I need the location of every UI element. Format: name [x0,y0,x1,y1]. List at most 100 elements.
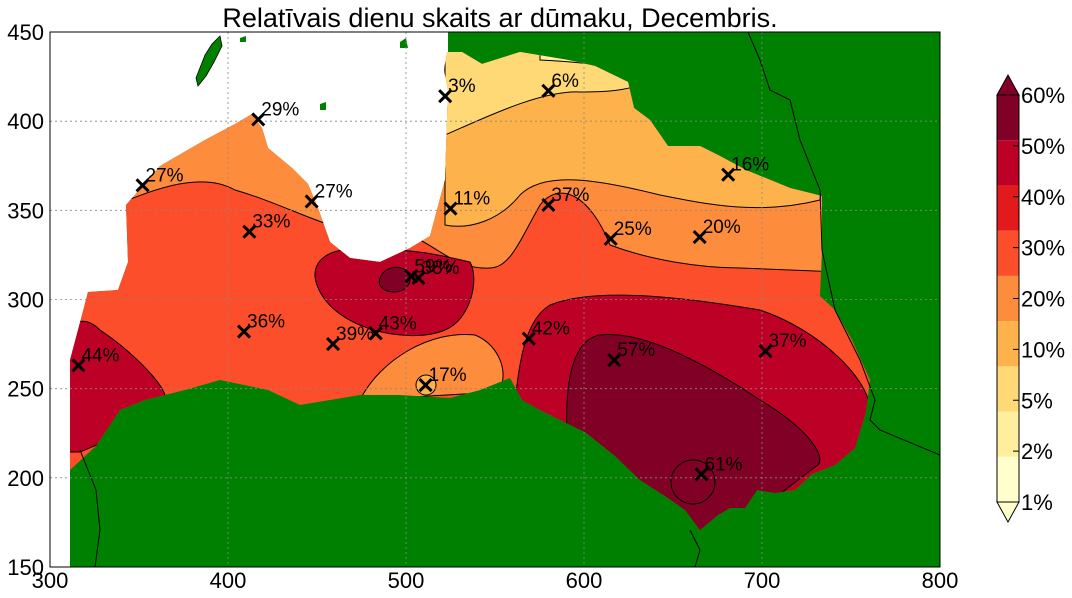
station-x-stroke [721,167,736,182]
colorbar-segment [997,230,1019,276]
station-label: 27% [146,165,184,186]
island-small-3 [320,102,326,110]
station-label: 27% [315,181,353,202]
station-marker: 43% [368,313,417,341]
station-x-stroke [325,337,341,352]
station-label: 44% [81,345,119,366]
station-x-stroke [71,358,86,373]
station-marker: 38% [411,258,460,286]
station-marker: 27% [304,181,353,209]
station-marker: 25% [603,219,652,246]
station-label: 6% [551,71,579,92]
x-tick-label: 500 [388,568,425,593]
station-label: 42% [532,319,570,340]
colorbar-label: 40% [1021,185,1065,210]
colorbar-segment [997,411,1019,457]
station-label: 39% [336,324,374,345]
y-tick-label: 200 [7,466,44,491]
station-markers: 44%27%29%33%27%36%39%43%59%38%3%11%17%6%… [71,71,807,482]
colorbar-segment [997,456,1019,502]
station-label: 37% [551,185,589,206]
station-label: 25% [614,219,652,240]
station-x-stroke [411,271,426,286]
station-label: 17% [429,365,467,386]
station-marker: 36% [236,312,285,339]
band-50-60-riga [378,266,411,293]
station-label: 3% [448,76,476,97]
station-marker: 29% [251,99,299,127]
y-tick-label: 300 [7,288,44,313]
y-tick-labels: 150 200 250 300 350 400 450 [7,20,44,580]
y-tick-label: 350 [7,198,44,223]
station-x-stroke [438,89,453,104]
colorbar-label: 50% [1021,134,1065,159]
station-label: 37% [769,331,807,352]
station-x-stroke [758,344,773,359]
y-tick-label: 400 [7,109,44,134]
colorbar-segment [997,366,1019,412]
station-x-stroke [521,331,536,346]
border-line-south [689,529,701,567]
station-marker: 27% [135,165,184,193]
station-label: 36% [247,312,285,333]
station-marker: 20% [692,217,741,245]
x-tick-labels: 300 400 500 600 700 800 [32,568,959,593]
station-label: 11% [454,189,491,210]
station-label: 29% [261,99,299,120]
y-tick-label: 450 [7,20,44,45]
station-x-stroke [242,224,257,239]
station-marker: 57% [607,340,655,368]
colorbar-max-extension [996,73,1020,96]
station-marker: 42% [521,319,570,346]
station-marker: 33% [242,212,290,239]
x-tick-label: 300 [32,568,69,593]
station-label: 20% [703,217,741,238]
station-marker: 61% [694,454,743,482]
x-tick-label: 400 [210,568,247,593]
station-label: 16% [731,155,769,176]
colorbar-label: 60% [1021,83,1065,108]
sea-area [50,32,448,567]
station-marker: 16% [721,155,769,182]
band-20-30-south [359,333,504,401]
colorbar-segment [997,321,1019,367]
island-saaremaa [195,35,223,87]
border-line-west [79,449,101,567]
colorbar-min-extension [996,501,1020,524]
station-x-stroke [692,230,707,245]
colorbar-segment [997,140,1019,186]
station-x-stroke [418,378,433,393]
station-x-stroke [607,353,622,368]
station-marker: 37% [758,331,807,359]
station-marker: 11% [443,189,491,216]
station-marker: 39% [325,324,374,352]
station-label: 43% [379,313,417,334]
colorbar-label: 30% [1021,236,1065,261]
y-tick-label: 150 [7,555,44,580]
colorbar-segment [997,185,1019,231]
station-label: 38% [421,258,459,279]
station-x-stroke [404,269,419,284]
station-marker: 44% [71,345,120,373]
station-marker: 37% [541,185,590,213]
station-x-stroke [541,83,556,98]
station-x-stroke [135,178,150,193]
colorbar-segment [997,95,1019,141]
island-small-2 [400,38,408,48]
colorbar: 1% 2% 5% 10% 20% 30% 40% 50% 60% [996,73,1065,524]
station-x-stroke [694,467,709,482]
station-x-stroke [603,231,618,246]
station-marker: 6% [541,71,579,98]
axes-frame [49,31,941,568]
y-tick-label: 250 [7,377,44,402]
colorbar-label: 1% [1021,490,1053,515]
station-label: 61% [704,454,742,475]
station-x-stroke [236,324,252,339]
station-x-stroke [304,194,319,209]
chart-title: Relatīvais dienu skaits ar dūmaku, Decem… [222,3,777,33]
colorbar-label: 20% [1021,287,1065,312]
station-x-stroke [368,326,383,341]
grid-lines [50,32,940,567]
colorbar-segment [997,275,1019,322]
station-x-stroke [251,112,266,127]
